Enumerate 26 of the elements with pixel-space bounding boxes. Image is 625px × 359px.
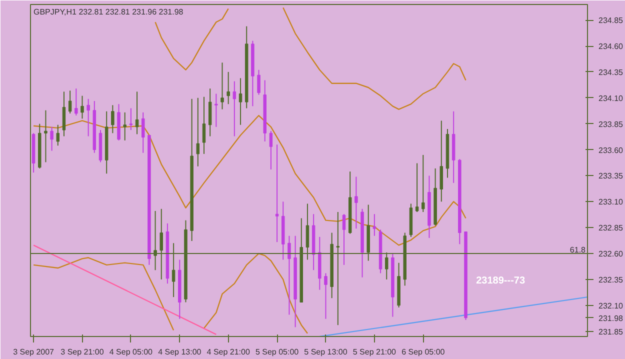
y-tick-label: 234.35: [598, 68, 624, 77]
y-tick-label: 231.85: [598, 327, 624, 336]
y-tick-label: 233.10: [598, 198, 624, 207]
x-tick-label: 4 Sep 05:00: [109, 348, 154, 356]
y-tick-label: 233.35: [598, 172, 624, 181]
y-tick-label: 233.60: [598, 146, 624, 155]
x-tick-label: 3 Sep 2007: [13, 348, 55, 356]
annotation: 61.8: [570, 246, 586, 254]
y-tick-label: 232.10: [598, 301, 624, 310]
y-tick-label: 234.85: [598, 16, 624, 26]
x-tick-label: 4 Sep 21:00: [206, 348, 250, 356]
x-tick-label: 5 Sep 21:00: [352, 348, 397, 356]
y-tick-label: 232.35: [598, 275, 624, 284]
x-tick-label: 4 Sep 13:00: [158, 348, 202, 356]
x-tick-label: 5 Sep 13:00: [304, 348, 348, 356]
y-tick-label: 234.10: [598, 94, 624, 103]
y-tick-label: 231.98: [598, 314, 624, 323]
y-tick-label: 233.85: [598, 120, 624, 129]
x-tick-label: 3 Sep 21:00: [60, 348, 104, 356]
x-tick-label: 5 Sep 05:00: [255, 348, 300, 356]
annotation: 23189---73: [476, 275, 526, 286]
y-tick-label: 232.60: [598, 250, 624, 258]
chart-title: GBPJPY,H1 232.81 232.81 231.96 231.98: [34, 8, 184, 16]
x-tick-label: 6 Sep 05:00: [402, 348, 446, 356]
y-tick-label: 232.85: [598, 224, 624, 233]
y-tick-label: 234.60: [598, 42, 624, 51]
